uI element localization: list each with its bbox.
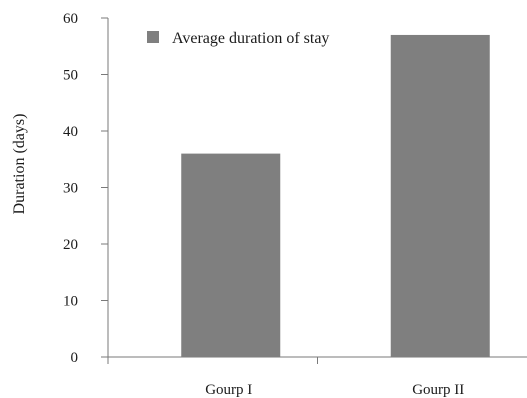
y-tick-label: 30 [63,181,78,197]
y-tick-label: 20 [63,237,78,253]
y-tick-label: 60 [63,11,78,27]
y-tick-label: 10 [63,294,78,310]
y-axis: 0 10 20 30 40 50 60 [63,11,109,366]
y-tick-label: 0 [71,350,79,366]
y-tick-label: 50 [63,68,78,84]
y-axis-label: Duration (days) [11,114,28,215]
y-tick-label: 40 [63,124,78,140]
x-axis: Gourp I Gourp II [108,356,527,398]
x-category-label: Gourp II [412,382,464,398]
bars [181,34,490,357]
legend-label: Average duration of stay [172,30,329,47]
bar-1 [181,153,281,357]
legend: Average duration of stay [147,30,329,47]
bar-2 [390,34,490,357]
legend-swatch [147,31,159,43]
x-category-label: Gourp I [205,382,252,398]
